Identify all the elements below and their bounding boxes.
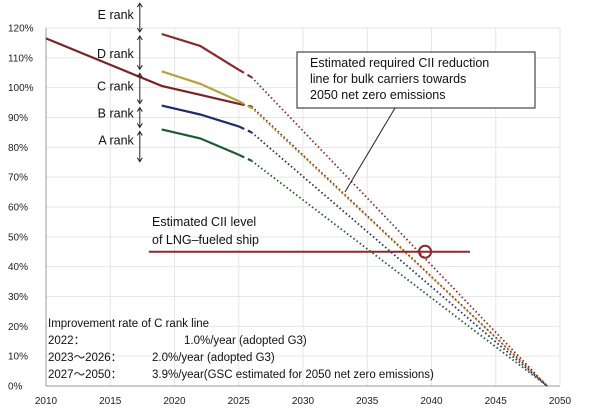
intersection-marker: [418, 244, 433, 259]
x-tick-label: 2020: [163, 396, 186, 407]
lng-label-line-2: of LNG–fueled ship: [152, 233, 259, 247]
improvement-rate-3: 3.9%/year(GSC estimated for 2050 net zer…: [152, 369, 434, 381]
x-tick-label: 2015: [99, 396, 122, 407]
series-solid-line: [161, 128, 240, 156]
bulk-label-line-3: 2050 net zero emissions: [310, 88, 446, 102]
bulk-label-line-2: line for bulk carriers towards: [310, 72, 466, 86]
rank-brackets: E rank D rank C rank B rank A rank: [97, 2, 143, 163]
bulk-carrier-callout: Estimated required CII reduction line fo…: [296, 51, 536, 193]
series-dashed-line: [238, 68, 253, 79]
x-tick-label: 2045: [485, 396, 508, 407]
series-solid-line: [161, 32, 240, 71]
series-dotted-line: [251, 131, 548, 387]
rank-bracket-arrow-down: [136, 99, 143, 105]
rank-bracket-arrow-up: [136, 106, 143, 112]
improvement-period-3: 2027〜2050：: [48, 369, 122, 381]
y-tick-label: 90%: [8, 113, 28, 124]
series-dashed-line: [238, 100, 253, 109]
axes: 0% 10% 20% 30% 40% 50% 60% 70% 80% 90% 100% 110% 120…: [8, 24, 572, 408]
improvement-period-1: 2022：: [48, 335, 85, 347]
lng-level: [148, 244, 471, 259]
rank-bracket-arrow-up: [136, 2, 143, 8]
lng-label-line-1: Estimated CII level: [152, 215, 256, 229]
y-tick-label: 10%: [8, 352, 28, 363]
series-dotted-line: [250, 76, 548, 387]
series-lines: [45, 32, 548, 387]
callout-pointer: [344, 107, 396, 193]
y-tick-label: 50%: [8, 232, 28, 243]
improvement-rate-notes: Improvement rate of C rank line 2022： 1.…: [48, 318, 434, 381]
series-dotted-line: [251, 160, 548, 387]
y-tick-label: 30%: [8, 292, 28, 303]
rank-label: D rank: [97, 47, 135, 61]
series-solid-line: [161, 70, 240, 103]
y-tick-label: 70%: [8, 173, 28, 184]
series-dashed-line: [238, 153, 253, 162]
rank-bracket-arrow-down: [136, 123, 143, 129]
series-solid-line: [161, 104, 240, 128]
y-tick-label: 80%: [8, 143, 28, 154]
x-tick-label: 2050: [549, 396, 572, 407]
rank-label: E rank: [98, 8, 135, 22]
x-tick-label: 2010: [35, 396, 58, 407]
rank-bracket-arrow-down: [136, 64, 143, 71]
rank-label: C rank: [97, 80, 135, 94]
series-dashed-line: [238, 125, 253, 134]
improvement-rate-1: 1.0%/year (adopted G3): [184, 335, 307, 347]
y-tick-label: 60%: [8, 203, 28, 214]
rank-label: B rank: [98, 107, 135, 121]
improvement-rate-2: 2.0%/year (adopted G3): [152, 352, 275, 364]
rank-bracket-arrow-up: [136, 35, 143, 41]
rank-bracket-arrow-up: [136, 72, 143, 78]
x-tick-label: 2030: [292, 396, 315, 407]
x-tick-label: 2025: [228, 396, 251, 407]
rank-bracket-arrow-down: [136, 27, 143, 33]
y-tick-label: 0%: [8, 382, 23, 393]
x-tick-label: 2040: [420, 396, 443, 407]
bulk-label-line-1: Estimated required CII reduction: [310, 56, 489, 70]
y-tick-label: 100%: [8, 83, 34, 94]
rank-label: A rank: [98, 133, 134, 147]
callout-box: [296, 51, 536, 109]
y-tick-label: 110%: [8, 53, 33, 64]
rank-bracket-arrow-up: [136, 130, 143, 136]
series-solid-line: [45, 37, 240, 105]
y-tick-label: 20%: [8, 322, 28, 333]
y-tick-label: 120%: [8, 24, 34, 35]
rank-bracket-arrow-down: [136, 157, 143, 163]
improvement-title: Improvement rate of C rank line: [48, 318, 209, 330]
improvement-period-2: 2023〜2026：: [48, 352, 122, 364]
x-tick-label: 2035: [356, 396, 379, 407]
y-tick-label: 40%: [8, 262, 28, 273]
lng-annotation: Estimated CII level of LNG–fueled ship: [152, 215, 259, 247]
